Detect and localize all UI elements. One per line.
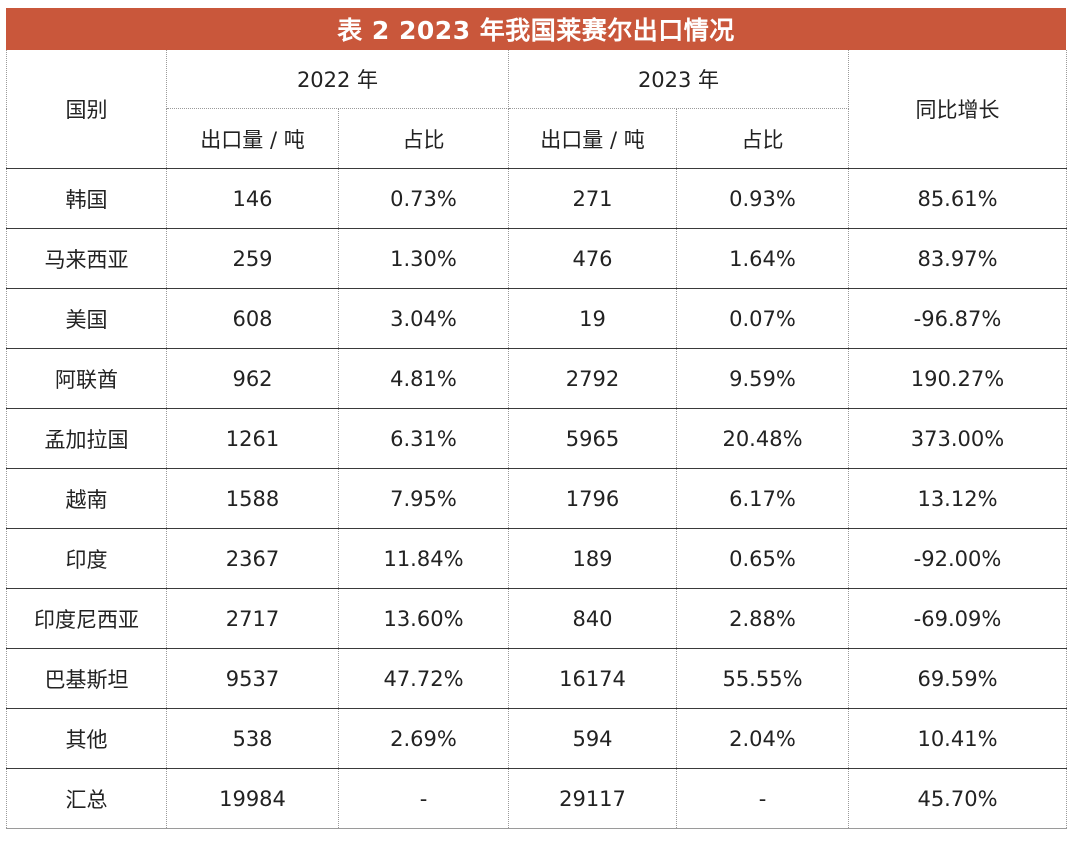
header-year-2022: 2022 年 <box>166 50 509 109</box>
cell-share-2023: 0.65% <box>676 528 849 589</box>
cell-country: 韩国 <box>6 168 167 229</box>
cell-share-2022: 3.04% <box>338 288 509 349</box>
cell-volume-2022: 1261 <box>166 408 339 469</box>
header-year-2023: 2023 年 <box>508 50 849 109</box>
cell-share-2022: 6.31% <box>338 408 509 469</box>
cell-share-2023: 9.59% <box>676 348 849 409</box>
header-export-volume-2023: 出口量 / 吨 <box>508 108 677 169</box>
table-row: 马来西亚 259 1.30% 476 1.64% 83.97% <box>6 228 1067 289</box>
cell-share-2022: 1.30% <box>338 228 509 289</box>
cell-volume-2022: 2717 <box>166 588 339 649</box>
table-row: 印度 2367 11.84% 189 0.65% -92.00% <box>6 528 1067 589</box>
cell-volume-2023: 19 <box>508 288 677 349</box>
cell-volume-2023: 1796 <box>508 468 677 529</box>
cell-share-2023: - <box>676 768 849 829</box>
cell-share-2022: 13.60% <box>338 588 509 649</box>
cell-growth: 85.61% <box>848 168 1067 229</box>
table-title: 表 2 2023 年我国莱赛尔出口情况 <box>6 8 1066 50</box>
cell-volume-2022: 1588 <box>166 468 339 529</box>
cell-volume-2023: 5965 <box>508 408 677 469</box>
table-row: 韩国 146 0.73% 271 0.93% 85.61% <box>6 168 1067 229</box>
table-row: 阿联酋 962 4.81% 2792 9.59% 190.27% <box>6 348 1067 409</box>
header-country: 国别 <box>6 50 167 169</box>
header-share-2022: 占比 <box>338 108 509 169</box>
cell-share-2022: 0.73% <box>338 168 509 229</box>
cell-country: 孟加拉国 <box>6 408 167 469</box>
cell-growth: 13.12% <box>848 468 1067 529</box>
header-yoy-growth: 同比增长 <box>848 50 1067 169</box>
table-frame: 表 2 2023 年我国莱赛尔出口情况 国别 2022 年 2023 年 同比增… <box>6 8 1067 829</box>
header-export-volume-2022: 出口量 / 吨 <box>166 108 339 169</box>
cell-country: 印度 <box>6 528 167 589</box>
cell-growth: 45.70% <box>848 768 1067 829</box>
cell-growth: 83.97% <box>848 228 1067 289</box>
table-row: 越南 1588 7.95% 1796 6.17% 13.12% <box>6 468 1067 529</box>
cell-volume-2023: 476 <box>508 228 677 289</box>
cell-growth: -96.87% <box>848 288 1067 349</box>
cell-volume-2022: 19984 <box>166 768 339 829</box>
cell-share-2023: 1.64% <box>676 228 849 289</box>
cell-volume-2023: 189 <box>508 528 677 589</box>
cell-country: 马来西亚 <box>6 228 167 289</box>
table-row: 其他 538 2.69% 594 2.04% 10.41% <box>6 708 1067 769</box>
table-row-total: 汇总 19984 - 29117 - 45.70% <box>6 768 1067 829</box>
cell-country: 阿联酋 <box>6 348 167 409</box>
cell-share-2022: 7.95% <box>338 468 509 529</box>
cell-growth: -69.09% <box>848 588 1067 649</box>
cell-growth: 190.27% <box>848 348 1067 409</box>
cell-share-2022: 2.69% <box>338 708 509 769</box>
cell-growth: -92.00% <box>848 528 1067 589</box>
cell-country: 巴基斯坦 <box>6 648 167 709</box>
table-body: 韩国 146 0.73% 271 0.93% 85.61% 马来西亚 259 1… <box>6 168 1067 829</box>
cell-share-2022: 4.81% <box>338 348 509 409</box>
cell-country: 汇总 <box>6 768 167 829</box>
cell-share-2023: 0.07% <box>676 288 849 349</box>
table-row: 巴基斯坦 9537 47.72% 16174 55.55% 69.59% <box>6 648 1067 709</box>
cell-share-2023: 20.48% <box>676 408 849 469</box>
table-row: 印度尼西亚 2717 13.60% 840 2.88% -69.09% <box>6 588 1067 649</box>
cell-share-2023: 2.88% <box>676 588 849 649</box>
export-table: 国别 2022 年 2023 年 同比增长 出口量 / 吨 占比 出口量 / 吨… <box>6 50 1067 829</box>
cell-share-2023: 6.17% <box>676 468 849 529</box>
header-share-2023: 占比 <box>676 108 849 169</box>
cell-share-2022: - <box>338 768 509 829</box>
cell-volume-2022: 259 <box>166 228 339 289</box>
cell-volume-2022: 962 <box>166 348 339 409</box>
cell-volume-2023: 29117 <box>508 768 677 829</box>
table-row: 孟加拉国 1261 6.31% 5965 20.48% 373.00% <box>6 408 1067 469</box>
cell-share-2023: 0.93% <box>676 168 849 229</box>
cell-volume-2022: 9537 <box>166 648 339 709</box>
cell-volume-2022: 146 <box>166 168 339 229</box>
cell-volume-2023: 594 <box>508 708 677 769</box>
cell-volume-2023: 16174 <box>508 648 677 709</box>
cell-share-2022: 11.84% <box>338 528 509 589</box>
cell-country: 印度尼西亚 <box>6 588 167 649</box>
table-header: 国别 2022 年 2023 年 同比增长 出口量 / 吨 占比 出口量 / 吨… <box>6 50 1067 169</box>
cell-growth: 373.00% <box>848 408 1067 469</box>
cell-volume-2023: 2792 <box>508 348 677 409</box>
cell-country: 越南 <box>6 468 167 529</box>
cell-volume-2022: 2367 <box>166 528 339 589</box>
cell-share-2023: 55.55% <box>676 648 849 709</box>
cell-volume-2023: 840 <box>508 588 677 649</box>
cell-volume-2023: 271 <box>508 168 677 229</box>
cell-growth: 69.59% <box>848 648 1067 709</box>
table-row: 美国 608 3.04% 19 0.07% -96.87% <box>6 288 1067 349</box>
cell-volume-2022: 538 <box>166 708 339 769</box>
cell-volume-2022: 608 <box>166 288 339 349</box>
cell-share-2023: 2.04% <box>676 708 849 769</box>
cell-country: 其他 <box>6 708 167 769</box>
cell-country: 美国 <box>6 288 167 349</box>
cell-share-2022: 47.72% <box>338 648 509 709</box>
cell-growth: 10.41% <box>848 708 1067 769</box>
